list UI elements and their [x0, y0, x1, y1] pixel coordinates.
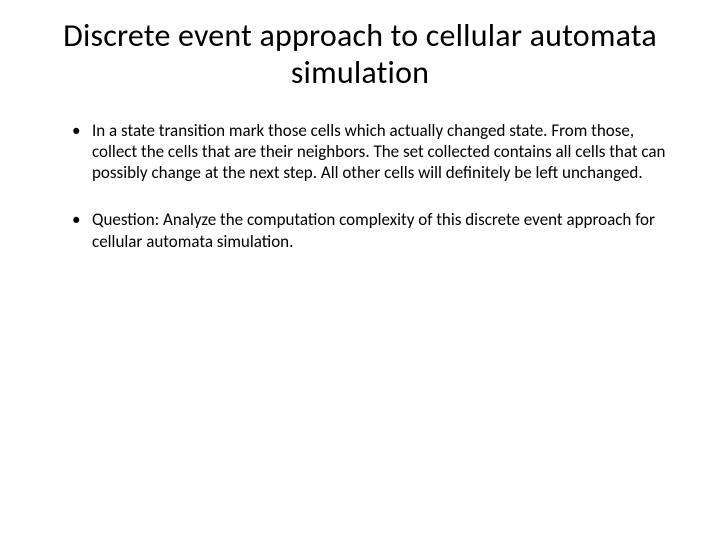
slide-title: Discrete event approach to cellular auto…	[54, 18, 666, 92]
bullet-list: In a state transition mark those cells w…	[54, 120, 666, 252]
list-item: Question: Analyze the computation comple…	[72, 209, 666, 252]
slide: Discrete event approach to cellular auto…	[0, 0, 720, 540]
list-item: In a state transition mark those cells w…	[72, 120, 666, 184]
